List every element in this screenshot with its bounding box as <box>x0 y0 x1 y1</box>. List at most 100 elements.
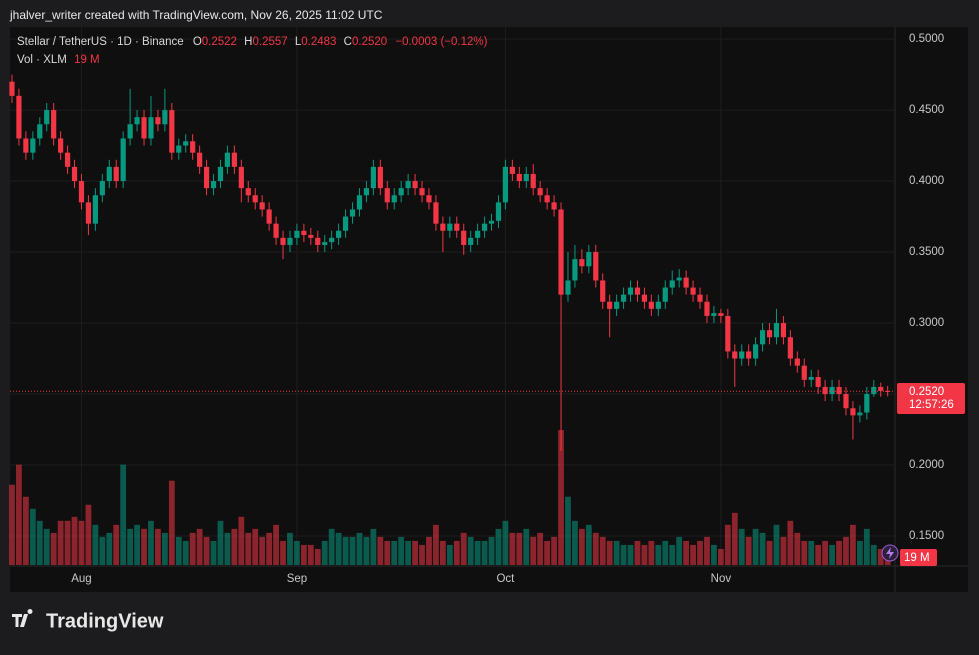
volume-bar <box>676 536 683 565</box>
candle-body <box>148 117 154 139</box>
volume-bar <box>182 540 189 565</box>
candle-body <box>551 202 557 210</box>
volume-bar <box>259 536 266 565</box>
candle-body <box>627 287 634 295</box>
candle-body <box>871 386 877 395</box>
candle-body <box>238 166 244 189</box>
y-tick-label: 0.4500 <box>909 104 944 116</box>
logo-mark <box>12 609 33 627</box>
volume-bar <box>22 496 29 565</box>
candle-body <box>732 351 738 359</box>
volume-bar <box>363 536 370 565</box>
candle-body <box>30 138 36 153</box>
candle-body <box>245 188 251 196</box>
candle-body <box>287 237 293 245</box>
volume-legend: Vol · XLM 19 M <box>17 54 100 66</box>
volume-bar <box>349 536 356 565</box>
candle-body <box>600 280 606 302</box>
volume-bar <box>863 528 870 565</box>
volume-bar <box>495 528 502 565</box>
candle-body <box>363 188 370 196</box>
volume-bar <box>843 536 849 565</box>
candle-body <box>586 252 592 267</box>
open: 0.2522 <box>202 36 237 48</box>
volume-bar <box>578 528 585 565</box>
volume-bar <box>474 540 481 565</box>
candle-body <box>419 188 425 196</box>
candle-body <box>329 237 335 243</box>
candle-body <box>426 195 432 203</box>
candle-body <box>294 230 300 238</box>
candle-body <box>440 223 446 231</box>
candle-body <box>252 195 258 203</box>
candle-body <box>885 390 891 392</box>
volume-bar <box>620 544 627 565</box>
candle-body <box>391 195 397 203</box>
volume-bar <box>391 540 398 565</box>
y-tick-label: 0.1500 <box>909 530 944 542</box>
volume-bar <box>606 540 613 565</box>
candle-body <box>857 412 863 416</box>
volume-bar <box>704 536 710 565</box>
candle-body <box>141 117 147 139</box>
volume-bar <box>467 536 474 565</box>
volume-bar <box>203 536 210 565</box>
candle-body <box>58 138 64 153</box>
volume-bar <box>231 528 238 565</box>
candle-body <box>169 110 175 153</box>
candle-body <box>120 138 126 182</box>
volume-bar <box>217 520 224 565</box>
candle-body <box>9 81 15 96</box>
volume-bar <box>85 504 92 565</box>
volume-bar <box>224 532 231 565</box>
candle-body <box>475 230 481 238</box>
candle-body <box>106 166 112 182</box>
lightning-glyph <box>886 547 894 559</box>
candle-body <box>780 323 787 338</box>
x-tick-label: Oct <box>496 573 515 585</box>
candle-body <box>468 237 474 245</box>
y-tick-label: 0.3000 <box>909 317 944 329</box>
candle-body <box>280 237 286 245</box>
candle-body <box>176 145 182 153</box>
candle-body <box>71 166 78 182</box>
candle-body <box>683 277 689 288</box>
candle-body <box>648 301 654 309</box>
volume-bar <box>516 532 523 565</box>
volume-bar <box>627 544 634 565</box>
symbol: Stellar / TetherUS · 1D · Binance <box>17 36 184 48</box>
candle-body <box>836 386 842 395</box>
volume-bar <box>307 544 314 565</box>
volume-bar <box>801 540 808 565</box>
candle-body <box>190 141 196 153</box>
candle-body <box>224 152 231 167</box>
candle-body <box>454 223 460 231</box>
volume-bar <box>36 520 43 565</box>
volume-bar <box>439 540 446 565</box>
candle-body <box>815 377 821 387</box>
candle-body <box>704 301 710 316</box>
volume-bar <box>106 532 113 565</box>
volume-bar <box>99 536 106 565</box>
candle-body <box>690 287 696 295</box>
chart-area <box>10 27 968 592</box>
volume-bar <box>815 544 822 565</box>
candle-body <box>614 301 620 309</box>
countdown: 12:57:26 <box>909 399 954 411</box>
candle-body <box>162 110 168 125</box>
candle-body <box>850 408 856 416</box>
volume-bar <box>856 540 863 565</box>
candle-body <box>99 181 105 196</box>
x-tick-label: Aug <box>71 573 91 585</box>
candle-body <box>565 280 571 295</box>
volume-bar <box>530 536 537 565</box>
candle-body <box>523 173 529 182</box>
volume-bar <box>78 520 85 565</box>
volume-bar <box>64 520 71 565</box>
volume-bar <box>759 532 766 565</box>
candle-body <box>572 259 578 281</box>
candle-body <box>655 301 661 309</box>
candle-body <box>412 181 418 189</box>
volume-bar <box>168 480 175 565</box>
volume-bar <box>717 548 724 565</box>
